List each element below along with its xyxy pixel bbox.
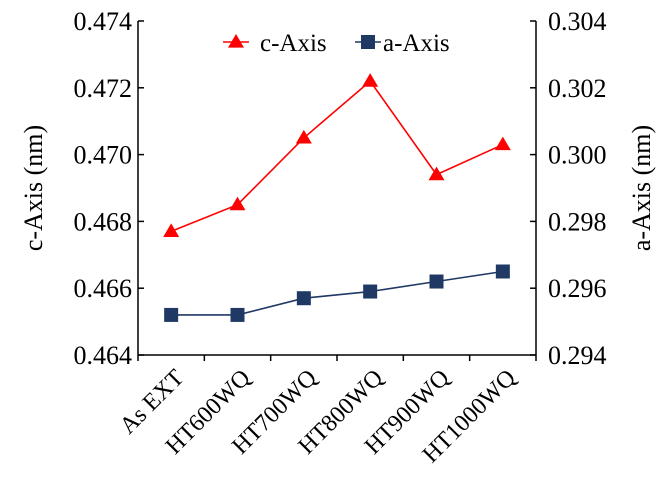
right-tick-label: 0.294 — [548, 341, 607, 370]
c-axis-data-point — [163, 223, 180, 238]
a-axis-data-point — [164, 307, 179, 322]
a-axis-data-point — [296, 291, 311, 306]
c-axis-data-point — [494, 136, 511, 151]
a-axis-series-line — [171, 270, 503, 316]
right-tick-label: 0.300 — [548, 141, 607, 170]
a-axis-data-point — [230, 307, 245, 322]
a-axis-data-point — [429, 274, 444, 289]
series-group — [163, 73, 511, 322]
a-axis-data-point — [495, 264, 510, 279]
legend: c-Axis a-Axis — [223, 30, 450, 57]
left-tick-label: 0.470 — [74, 141, 133, 170]
legend-c-axis-label: c-Axis — [260, 30, 327, 57]
legend-a-axis-marker — [361, 35, 375, 49]
c-axis-data-point — [295, 129, 312, 144]
legend-a-axis-label: a-Axis — [383, 30, 450, 57]
labels: 0.464 0.466 0.468 0.470 0.472 0.474 0.294 0.296… — [19, 7, 656, 468]
left-axis-title: c-Axis (nm) — [19, 125, 48, 251]
right-tick-label: 0.302 — [548, 74, 607, 103]
right-tick-label: 0.298 — [548, 207, 607, 236]
legend-c-axis-marker — [228, 34, 244, 48]
left-tick-label: 0.474 — [74, 7, 133, 36]
c-axis-data-point — [229, 196, 246, 211]
right-tick-label: 0.296 — [548, 274, 607, 303]
right-axis-title: a-Axis (nm) — [627, 125, 656, 251]
left-tick-label: 0.472 — [74, 74, 133, 103]
axes — [137, 20, 537, 361]
a-axis-data-point — [363, 284, 378, 299]
left-tick-label: 0.466 — [74, 274, 133, 303]
left-tick-label: 0.468 — [74, 207, 133, 236]
c-axis-data-point — [428, 166, 445, 181]
c-axis-series-line — [170, 79, 504, 233]
right-tick-label: 0.304 — [548, 7, 607, 36]
left-tick-label: 0.464 — [74, 341, 133, 370]
c-axis-data-point — [362, 73, 379, 87]
